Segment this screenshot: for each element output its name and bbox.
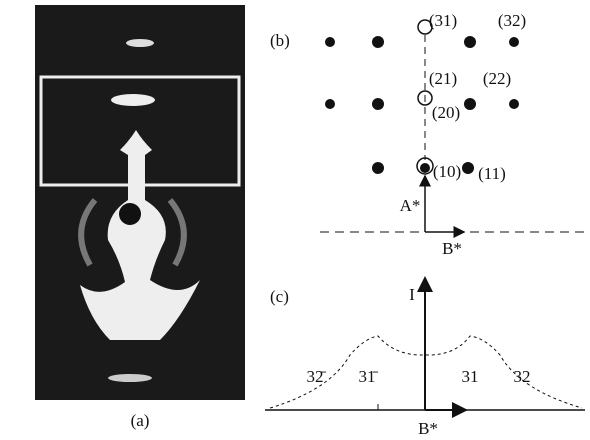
axis-label: B* (442, 239, 462, 258)
peak-label: 32 (514, 367, 531, 386)
peak-label: 32̄ (307, 367, 327, 386)
figure: (a) (b) (31) (32) (21) (22) (20) (10) (1… (0, 0, 590, 440)
lattice (320, 20, 588, 232)
spot-label: (20) (432, 103, 460, 122)
photo (35, 5, 245, 400)
spot-label: (32) (498, 11, 526, 30)
axis-label: B* (418, 419, 438, 438)
peak-label: 31 (462, 367, 479, 386)
panel-label: (c) (270, 287, 289, 306)
profile (265, 278, 585, 410)
spot-label: (11) (478, 164, 506, 183)
spot-label: (31) (429, 11, 457, 30)
peak-label: 31̄ (359, 367, 379, 386)
axis-label: I (409, 285, 415, 304)
spot-label: (10) (433, 162, 461, 181)
panel-label: (b) (270, 31, 290, 50)
spot-label: (22) (483, 69, 511, 88)
panel-label: (a) (131, 411, 150, 430)
axis-label: A* (400, 196, 421, 215)
spot-label: (21) (429, 69, 457, 88)
